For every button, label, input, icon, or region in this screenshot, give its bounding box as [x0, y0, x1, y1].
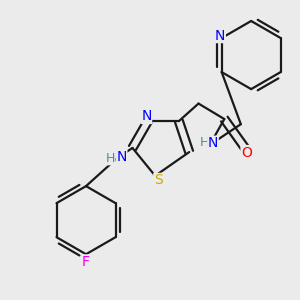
- Text: H: H: [200, 136, 209, 149]
- Text: S: S: [154, 173, 163, 188]
- Text: N: N: [116, 150, 127, 164]
- Text: N: N: [215, 28, 225, 43]
- Text: O: O: [241, 146, 252, 160]
- Text: H: H: [106, 152, 115, 165]
- Text: N: N: [141, 110, 152, 124]
- Text: F: F: [82, 255, 90, 269]
- Text: N: N: [208, 136, 218, 150]
